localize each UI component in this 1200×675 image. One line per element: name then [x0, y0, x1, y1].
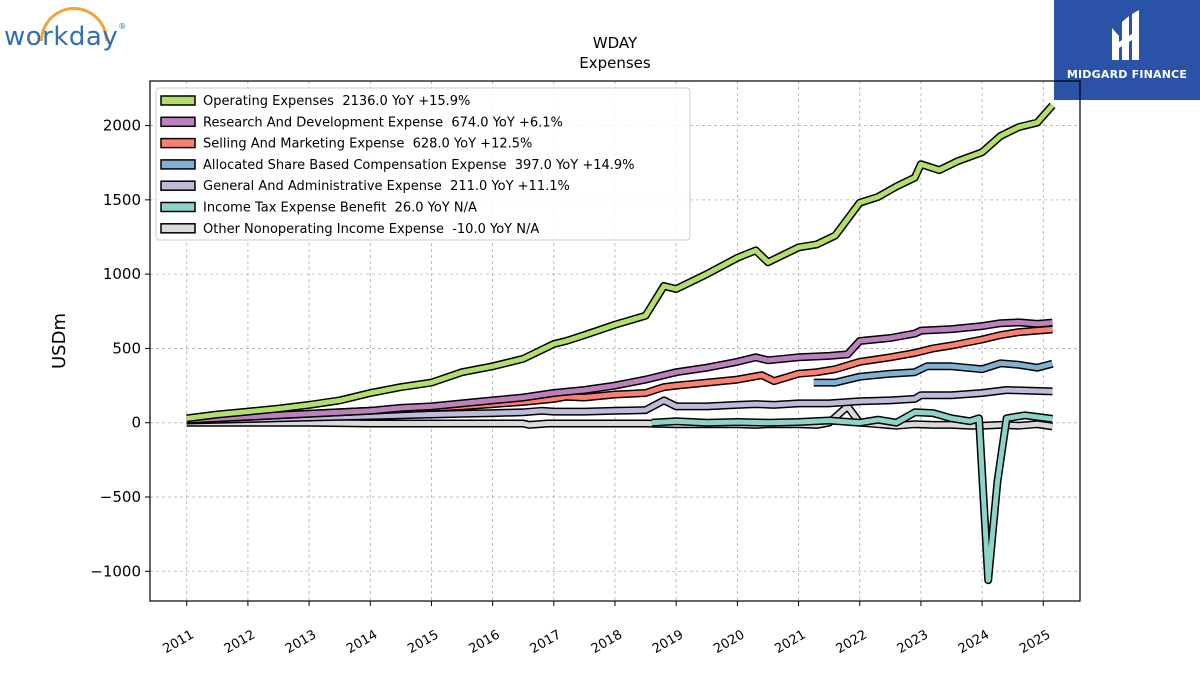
y-tick-label: −500 [100, 488, 141, 506]
chart-subtitle: Expenses [579, 54, 651, 72]
legend: Operating Expenses 2136.0 YoY +15.9% Rese… [155, 87, 691, 241]
x-tick-label: 2013 [283, 627, 319, 657]
legend-label-allocated-share-based-compensation-expense: Allocated Share Based Compensation Expen… [203, 158, 635, 173]
x-tick-label: 2021 [772, 627, 808, 657]
series-line-research-and-development-expense [186, 319, 1053, 423]
series-line-operating-expenses [186, 103, 1055, 421]
midgard-emblem-icon [1112, 10, 1139, 60]
legend-label-selling-and-marketing-expense: Selling And Marketing Expense 628.0 YoY … [203, 137, 532, 152]
midgard-finance-logo: MIDGARD FINANCE [1054, 0, 1200, 100]
legend-label-operating-expenses: Operating Expenses 2136.0 YoY +15.9% [203, 94, 470, 109]
x-tick-label: 2014 [344, 627, 380, 657]
x-tick-label: 2012 [222, 627, 258, 657]
legend-swatch-allocated-share-based-compensation-expense [160, 159, 196, 170]
x-tick-label: 2022 [834, 627, 870, 657]
workday-logo: workday® [4, 4, 134, 56]
legend-label-general-and-administrative-expense: General And Administrative Expense 211.0… [203, 179, 570, 194]
y-tick-label: 0 [131, 414, 141, 432]
y-tick-label: −1000 [90, 562, 141, 580]
legend-swatch-research-and-development-expense [160, 116, 196, 128]
x-tick-label: 2017 [528, 627, 564, 657]
workday-logo-text: workday® [4, 22, 127, 52]
y-tick-label: 2000 [103, 117, 141, 135]
legend-swatch-income-tax-expense-benefit [160, 201, 196, 213]
x-tick-label: 2019 [650, 627, 686, 657]
y-tick-label: 1000 [103, 265, 141, 283]
legend-swatch-operating-expenses [160, 95, 196, 106]
x-tick-label: 2025 [1017, 627, 1053, 657]
chart-title: WDAY [593, 34, 638, 52]
legend-box [155, 87, 691, 241]
y-axis-label: USDm [49, 313, 70, 369]
y-tick-label: 500 [112, 339, 141, 357]
x-tick-label: 2018 [589, 627, 625, 657]
y-tick-label: 1500 [103, 191, 141, 209]
x-tick-label: 2016 [466, 627, 502, 657]
legend-swatch-selling-and-marketing-expense [160, 137, 196, 149]
legend-swatch-other-nonoperating-income-expense [160, 223, 196, 234]
series-line-income-tax-expense-benefit [651, 409, 1053, 583]
series-line-general-and-administrative-expense [186, 387, 1053, 423]
midgard-finance-name: MIDGARD FINANCE [1066, 68, 1188, 81]
x-tick-label: 2023 [895, 627, 931, 657]
x-tick-label: 2015 [405, 627, 441, 657]
series-line-allocated-share-based-compensation-expense [813, 360, 1054, 386]
legend-label-research-and-development-expense: Research And Development Expense 674.0 Y… [203, 115, 563, 130]
x-tick-label: 2024 [956, 627, 992, 657]
legend-label-other-nonoperating-income-expense: Other Nonoperating Income Expense -10.0 … [203, 222, 539, 237]
x-tick-label: 2020 [711, 627, 747, 657]
x-tick-label: 2011 [161, 627, 197, 657]
legend-swatch-general-and-administrative-expense [160, 180, 196, 191]
legend-label-income-tax-expense-benefit: Income Tax Expense Benefit 26.0 YoY N/A [203, 201, 477, 216]
